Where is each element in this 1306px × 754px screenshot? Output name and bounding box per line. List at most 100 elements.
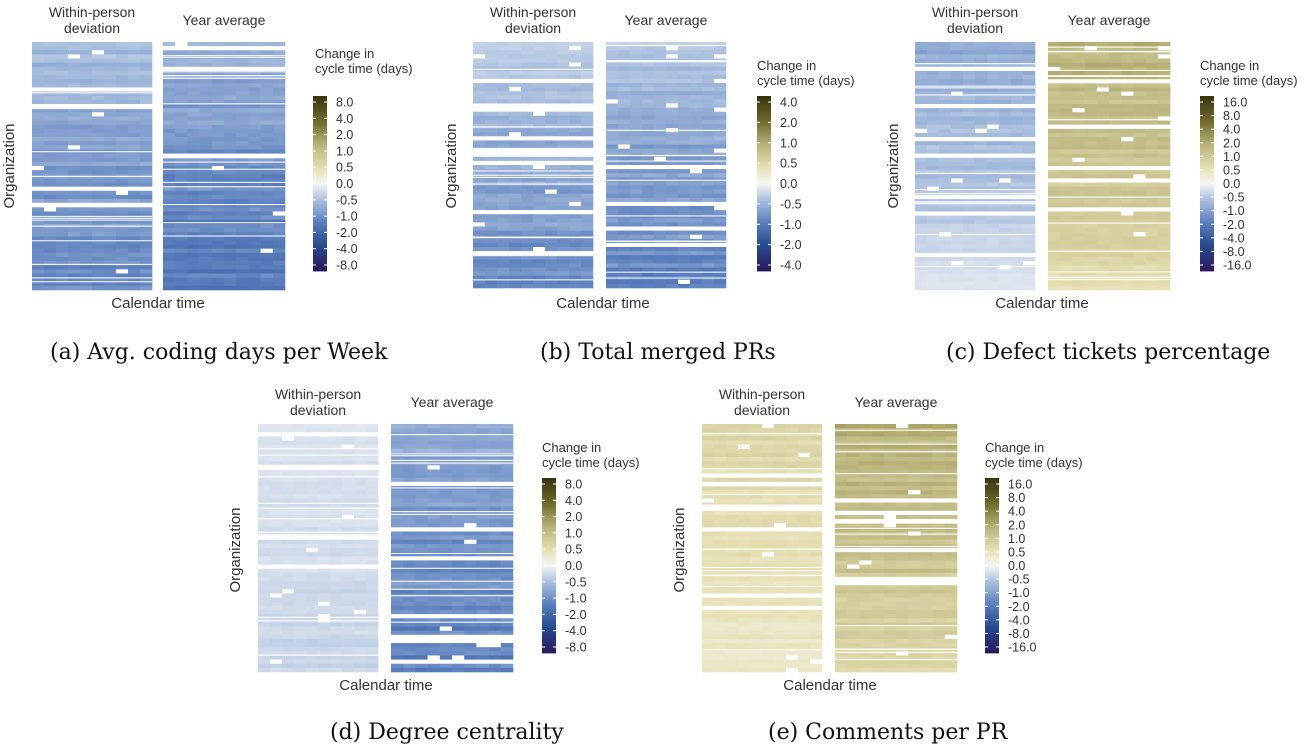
heatmap-cell (476, 465, 489, 470)
heatmap-cell (521, 46, 534, 51)
heatmap-cell (187, 269, 200, 274)
heatmap-cell (270, 457, 283, 462)
heatmap-cell (272, 190, 286, 196)
heatmap-cell (1072, 228, 1085, 233)
heatmap-cell (282, 593, 295, 598)
heatmap-cell (581, 50, 594, 55)
heatmap-cell (248, 54, 261, 59)
heatmap-cell (1133, 265, 1146, 270)
heatmap-cell (1145, 170, 1159, 175)
heatmap-cell (318, 440, 331, 445)
colorbar-segment (1200, 179, 1214, 182)
heatmap-cell (270, 448, 283, 454)
heatmap-cell (702, 87, 715, 92)
heatmap-cell (258, 523, 271, 528)
heatmap-cell (581, 226, 594, 231)
colorbar-segment (1200, 109, 1214, 112)
heatmap-cell (642, 119, 655, 125)
heatmap-cell (258, 461, 271, 466)
heatmap-cell (545, 271, 558, 276)
heatmap-cell (272, 137, 286, 142)
heatmap-cell (270, 539, 283, 545)
heatmap-cell (128, 87, 141, 92)
heatmap-cell (92, 124, 105, 130)
facet-label-within-person: deviation (64, 20, 120, 36)
heatmap-cell (1023, 132, 1036, 138)
heatmap-cell (999, 273, 1012, 278)
heatmap-cell (473, 99, 486, 104)
heatmap-cell (690, 177, 703, 182)
heatmap-cell (464, 473, 477, 479)
heatmap-cell (224, 108, 237, 113)
heatmap-cell (282, 465, 295, 470)
heatmap-cell (199, 285, 213, 291)
heatmap-cell (187, 75, 200, 80)
heatmap-cell (618, 119, 631, 125)
heatmap-cell (1109, 186, 1122, 192)
heatmap-cell (581, 119, 594, 125)
heatmap-cell (272, 178, 286, 183)
heatmap-cell (497, 275, 510, 281)
row-gap (32, 151, 152, 153)
heatmap-cell (68, 186, 81, 192)
heatmap-cell (342, 572, 355, 578)
heatmap-cell (306, 543, 319, 549)
heatmap-cell (175, 190, 188, 196)
heatmap-cell (1145, 223, 1159, 229)
heatmap-cell (690, 87, 703, 92)
heatmap-cell (104, 166, 117, 171)
heatmap-cell (690, 181, 703, 186)
heatmap-cell (306, 473, 319, 479)
heatmap-cell (975, 87, 988, 92)
heatmap-cell (294, 444, 307, 450)
colorbar-segment (313, 268, 327, 272)
heatmap-cell (366, 593, 379, 598)
colorbar-segment (757, 161, 771, 165)
heatmap-cell (128, 248, 141, 254)
heatmap-cell (306, 659, 319, 665)
heatmap-cell (199, 153, 213, 159)
heatmap-cell (533, 226, 546, 231)
heatmap-cell (630, 46, 643, 51)
heatmap-cell (630, 83, 643, 88)
heatmap-cell (366, 576, 379, 582)
heatmap-cell (44, 194, 57, 200)
heatmap-cell (630, 136, 643, 141)
heatmap-cell (915, 161, 928, 167)
heatmap-cell (473, 230, 486, 235)
heatmap-cell (56, 161, 69, 167)
colorbar-segment (757, 137, 771, 141)
heatmap-cell (714, 247, 727, 252)
heatmap-cell (342, 477, 355, 483)
colorbar-tick-label: -1.0 (780, 218, 802, 232)
heatmap-cell (187, 99, 200, 105)
heatmap-cell (702, 165, 715, 170)
heatmap-cell (485, 177, 498, 182)
heatmap-cell (354, 519, 367, 524)
heatmap-cell (32, 161, 45, 167)
heatmap-cell (690, 50, 703, 55)
heatmap-cell (485, 83, 498, 88)
heatmap-cell (306, 651, 319, 656)
heatmap-cell (1084, 54, 1098, 59)
heatmap-cell (1096, 112, 1110, 117)
heatmap-cell (939, 141, 952, 146)
heatmap-cell (391, 457, 404, 462)
heatmap-cell (163, 83, 176, 88)
heatmap-cell (92, 132, 105, 138)
heatmap-cell (294, 560, 307, 565)
heatmap-cell (999, 219, 1012, 225)
heatmap-cell (224, 211, 237, 216)
heatmap-cell (354, 523, 367, 528)
colorbar-segment (1200, 244, 1214, 248)
heatmap-cell (44, 124, 57, 130)
heatmap-cell (509, 124, 522, 129)
heatmap-cell (666, 144, 679, 149)
heatmap-cell (987, 75, 1000, 80)
heatmap-cell (927, 50, 940, 55)
heatmap-cell (330, 622, 343, 627)
heatmap-cell (618, 177, 631, 182)
heatmap-cell (1072, 58, 1085, 63)
heatmap-cell (403, 543, 416, 549)
heatmap-cell (509, 238, 522, 244)
